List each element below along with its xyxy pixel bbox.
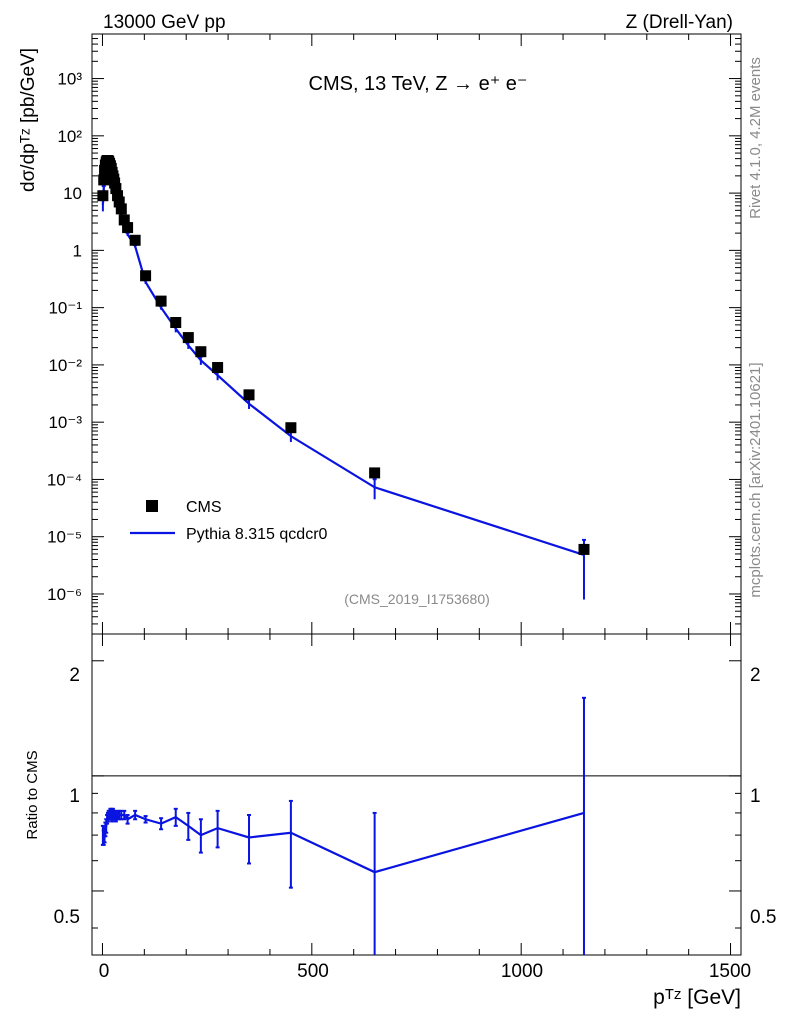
cms-data-point xyxy=(195,346,207,358)
ytick-label-1e2: 10² xyxy=(57,127,82,146)
header-right: Z (Drell-Yan) xyxy=(626,12,733,33)
legend: CMS Pythia 8.315 qcdcr0 xyxy=(130,499,328,543)
cms-data-point xyxy=(97,190,109,202)
cms-data-point xyxy=(182,332,194,344)
x-ticks xyxy=(101,34,732,955)
mc-line xyxy=(101,165,585,557)
main-y-tick-labels: 10⁻⁶ 10⁻⁵ 10⁻⁴ 10⁻³ 10⁻² 10⁻¹ 1 10 10² 1… xyxy=(47,70,83,604)
ytick-label-1e-4: 10⁻⁴ xyxy=(47,470,82,489)
xtick-label-1500: 1500 xyxy=(709,961,751,982)
main-title: CMS, 13 TeV, Z → e⁺ e⁻ xyxy=(309,73,528,95)
cms-data-point xyxy=(98,174,110,186)
rivet-label: Rivet 4.1.0, 4.2M events xyxy=(747,57,764,219)
ratio-tick-label-0.5-left: 0.5 xyxy=(54,907,80,928)
cms-data-group xyxy=(97,155,590,555)
cms-data-point xyxy=(212,362,224,374)
ratio-y-axis-label: Ratio to CMS xyxy=(24,750,41,839)
xtick-label-0: 0 xyxy=(99,961,110,982)
ytick-label-1e-5: 10⁻⁵ xyxy=(47,528,82,547)
ytick-label-1e-2: 10⁻² xyxy=(48,356,82,375)
ratio-tick-label-1-left: 1 xyxy=(69,786,80,807)
ratio-plot-frame xyxy=(91,633,742,956)
cms-data-point xyxy=(578,543,590,555)
ratio-tick-label-2-left: 2 xyxy=(69,665,80,686)
mc-series-group xyxy=(100,164,586,600)
cms-data-point xyxy=(140,270,152,282)
cms-data-point xyxy=(170,317,182,329)
main-y-ticks xyxy=(92,33,741,635)
x-axis-label: pᵀᶻ [GeV] xyxy=(653,986,741,1009)
ytick-label-1e-1: 10⁻¹ xyxy=(48,299,82,318)
cms-data-point xyxy=(243,389,255,401)
ytick-label-1e-6: 10⁻⁶ xyxy=(47,585,82,604)
mcplots-label: mcplots.cern.ch [arXiv:2401.10621] xyxy=(747,362,764,597)
cms-data-point xyxy=(115,203,127,215)
cms-data-point xyxy=(110,183,122,195)
cms-data-point xyxy=(122,222,134,234)
cms-data-point xyxy=(118,214,130,226)
main-y-axis-label: dσ/dpᵀᶻ [pb/GeV] xyxy=(18,48,39,192)
ratio-tick-label-1-right: 1 xyxy=(750,786,761,807)
x-tick-labels: 0 500 1000 1500 xyxy=(99,961,751,982)
ytick-label-1e3: 10³ xyxy=(57,70,82,89)
cms-data-point xyxy=(112,190,124,202)
cms-data-point xyxy=(113,196,125,208)
xtick-label-1000: 1000 xyxy=(501,961,543,982)
ytick-label-1e-3: 10⁻³ xyxy=(48,413,82,432)
ytick-label-1: 1 xyxy=(73,241,82,260)
ratio-y-ticks xyxy=(92,660,741,929)
cms-data-point xyxy=(109,177,121,189)
cms-data-point xyxy=(285,422,297,434)
legend-cms-label: CMS xyxy=(186,499,222,516)
ratio-y-tick-labels: 0.5 1 2 0.5 1 2 xyxy=(54,665,777,928)
cms-data-point xyxy=(155,295,167,307)
header-left: 13000 GeV pp xyxy=(103,12,226,33)
ratio-series-group xyxy=(100,696,586,955)
analysis-id: (CMS_2019_I1753680) xyxy=(344,591,490,607)
legend-mc-label: Pythia 8.315 qcdcr0 xyxy=(186,526,328,543)
ytick-label-10: 10 xyxy=(63,184,82,203)
xtick-label-500: 500 xyxy=(297,961,329,982)
ratio-tick-label-2-right: 2 xyxy=(750,665,761,686)
ratio-tick-label-0.5-right: 0.5 xyxy=(750,907,776,928)
cms-data-point xyxy=(129,234,141,246)
cms-data-point xyxy=(369,467,381,479)
legend-cms-marker xyxy=(146,500,158,512)
